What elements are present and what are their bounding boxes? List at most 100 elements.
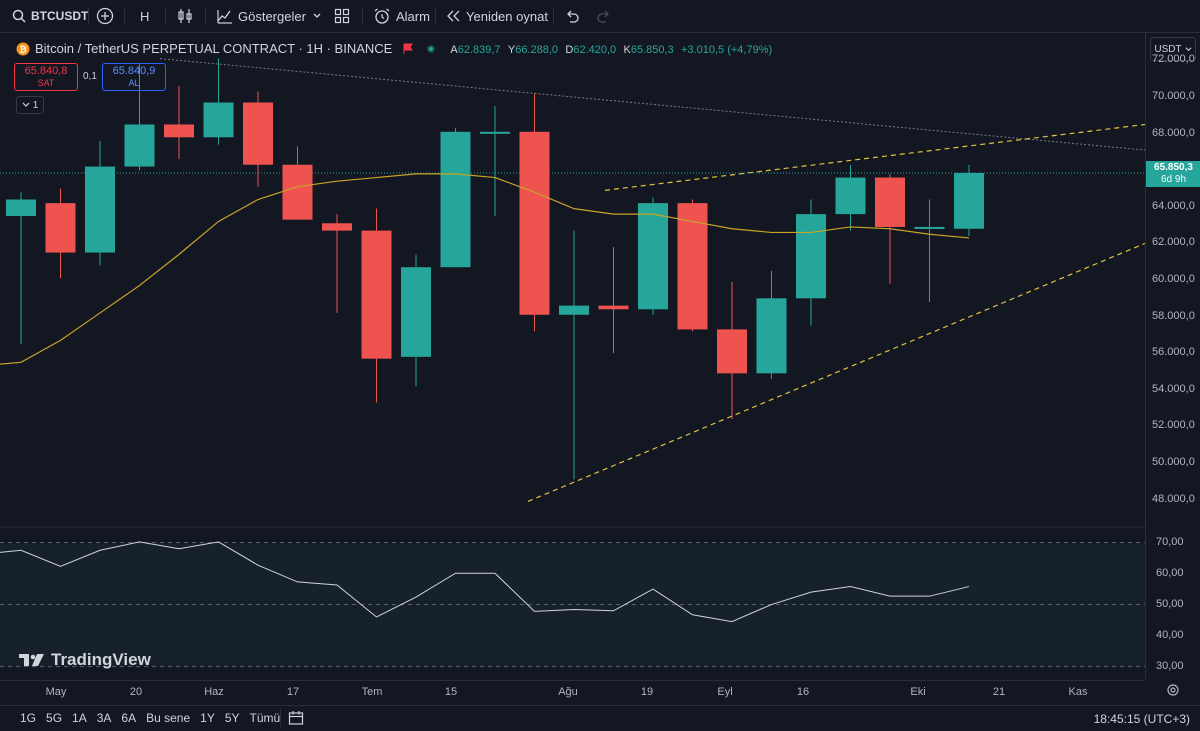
candle-body (519, 131, 550, 315)
close-value: 65.850,3 (630, 43, 674, 56)
candle-body (875, 177, 905, 227)
sell-button[interactable]: 65.840,8 SAT (14, 63, 78, 91)
spread-value: 0,1 (83, 71, 97, 82)
replay-label: Yeniden oynat (466, 8, 548, 24)
candle-body (322, 223, 352, 231)
price-label: 60.000,0 (1152, 273, 1195, 285)
candle-body (717, 329, 747, 374)
time-label: Kas (1068, 686, 1088, 698)
candle-body (401, 267, 431, 357)
redo-button[interactable] (596, 0, 612, 32)
candle-body (835, 177, 866, 215)
symbol-label: BTCUSDT (31, 9, 89, 23)
time-label: Tem (361, 686, 383, 698)
candle-body (480, 131, 510, 134)
moving-average-line (0, 173, 970, 365)
price-label: 72.000,0 (1152, 53, 1195, 66)
candle-body (559, 305, 589, 315)
alert-label: Alarm (396, 8, 430, 24)
chevron-down-icon (1185, 46, 1192, 51)
candle-body (243, 102, 273, 165)
time-label: 19 (640, 686, 654, 698)
time-label: Ağu (558, 686, 578, 698)
chart-legend: ₿ Bitcoin / TetherUS PERPETUAL CONTRACT … (16, 41, 772, 56)
indicators-button[interactable]: Göstergeler (216, 0, 306, 32)
buy-label: AL (128, 78, 140, 88)
range-button[interactable]: 5G (46, 711, 63, 725)
compare-button[interactable] (96, 0, 114, 32)
candle-body (677, 203, 708, 330)
price-label: 50.000,0 (1152, 455, 1195, 468)
sell-label: SAT (37, 78, 55, 88)
chevron-down-icon (22, 102, 30, 107)
price-label: 54.000,0 (1152, 382, 1195, 395)
indicators-dropdown[interactable] (312, 0, 322, 32)
low-value: 62.420,0 (573, 43, 617, 56)
replay-button[interactable]: Yeniden oynat (446, 0, 548, 32)
range-button[interactable]: 3A (96, 711, 112, 725)
currency-label: USDT (1154, 43, 1182, 55)
current-price-tag: 65.850,3 6d 9h (1146, 160, 1200, 187)
time-label: 21 (992, 686, 1006, 698)
currency-select[interactable]: USDT (1150, 37, 1196, 61)
buy-button[interactable]: 65.840,9 AL (102, 63, 166, 91)
candle-body (203, 102, 234, 138)
buy-price: 65.840,9 (112, 65, 156, 77)
price-label: 52.000,0 (1152, 419, 1195, 432)
candle-body (361, 230, 392, 359)
candle-body (914, 226, 945, 229)
range-button[interactable]: 1Y (200, 711, 215, 725)
chart-pane[interactable] (0, 33, 1145, 679)
top-toolbar: BTCUSDT H Göstergeler Alarm Yeniden oyna… (0, 0, 1200, 33)
time-axis[interactable]: May 20 Haz 17 Tem 15 Ağu 19 Eyl 16 Eki 21 Kas (0, 680, 1145, 703)
clock-timezone[interactable]: 18:45:15 (UTC+3) (1093, 712, 1190, 726)
go-to-date-button[interactable] (288, 710, 304, 729)
chart-type-button[interactable] (176, 0, 194, 32)
axis-settings-button[interactable] (1166, 683, 1180, 700)
current-price: 65.850,3 (1154, 161, 1193, 173)
candle-body (85, 166, 115, 253)
search-icon (12, 9, 26, 23)
price-axis[interactable]: USDT 72.000,0 70.000,0 68.000,0 64.000,0 62.… (1145, 33, 1200, 679)
range-button[interactable]: 5Y (224, 711, 240, 725)
candle-body (282, 164, 313, 220)
range-button[interactable]: 6A (121, 711, 137, 725)
grid-layout-icon (334, 8, 350, 24)
undo-button[interactable] (564, 0, 580, 32)
candle-body (756, 298, 787, 374)
candle-body (796, 214, 826, 299)
candle-body (164, 124, 194, 138)
channel-lower-line (527, 242, 1145, 502)
candlestick-chart[interactable] (0, 33, 1145, 679)
price-label: 64.000,0 (1152, 199, 1195, 212)
ohlc-values: A62.839,7 Y66.288,0 D62.420,0 K65.850,3 … (450, 43, 773, 56)
range-button[interactable]: Bu sene (146, 711, 191, 725)
range-button[interactable]: Tümü (249, 711, 281, 725)
indicator-toggle[interactable]: 1 (16, 96, 44, 114)
bottom-toolbar: 1G 5G 1A 3A 6A Bu sene 1Y 5Y Tümü 18:45:15 (UTC+… (0, 705, 1200, 731)
range-button[interactable]: 1G (20, 711, 37, 725)
flag-icon[interactable] (402, 43, 414, 55)
oscillator-line (0, 541, 970, 623)
undo-icon (567, 10, 579, 23)
time-label: Eki (910, 686, 926, 698)
price-label: 58.000,0 (1152, 309, 1195, 322)
time-label: 17 (286, 686, 300, 698)
layouts-button[interactable] (334, 0, 350, 32)
candle-body (124, 124, 155, 167)
symbol-search[interactable]: BTCUSDT (12, 0, 88, 32)
add-circle-icon (96, 7, 114, 25)
legend-title: Bitcoin / TetherUS PERPETUAL CONTRACT · … (35, 41, 393, 56)
chevron-down-icon (313, 13, 321, 18)
settings-gear-icon (1167, 684, 1179, 696)
watermark-text: TradingView (51, 650, 151, 669)
candle-body (45, 203, 76, 253)
change-value: +3.010,5 (+4,79%) (681, 43, 773, 56)
oscillator-label: 60,00 (1156, 566, 1184, 579)
interval-button[interactable]: H (140, 8, 150, 24)
range-button[interactable]: 1A (72, 711, 87, 725)
alert-button[interactable]: Alarm (373, 0, 430, 32)
tradingview-watermark: TradingView (18, 650, 151, 670)
descending-trendline (159, 58, 1145, 151)
oscillator-label: 70,00 (1156, 535, 1184, 548)
